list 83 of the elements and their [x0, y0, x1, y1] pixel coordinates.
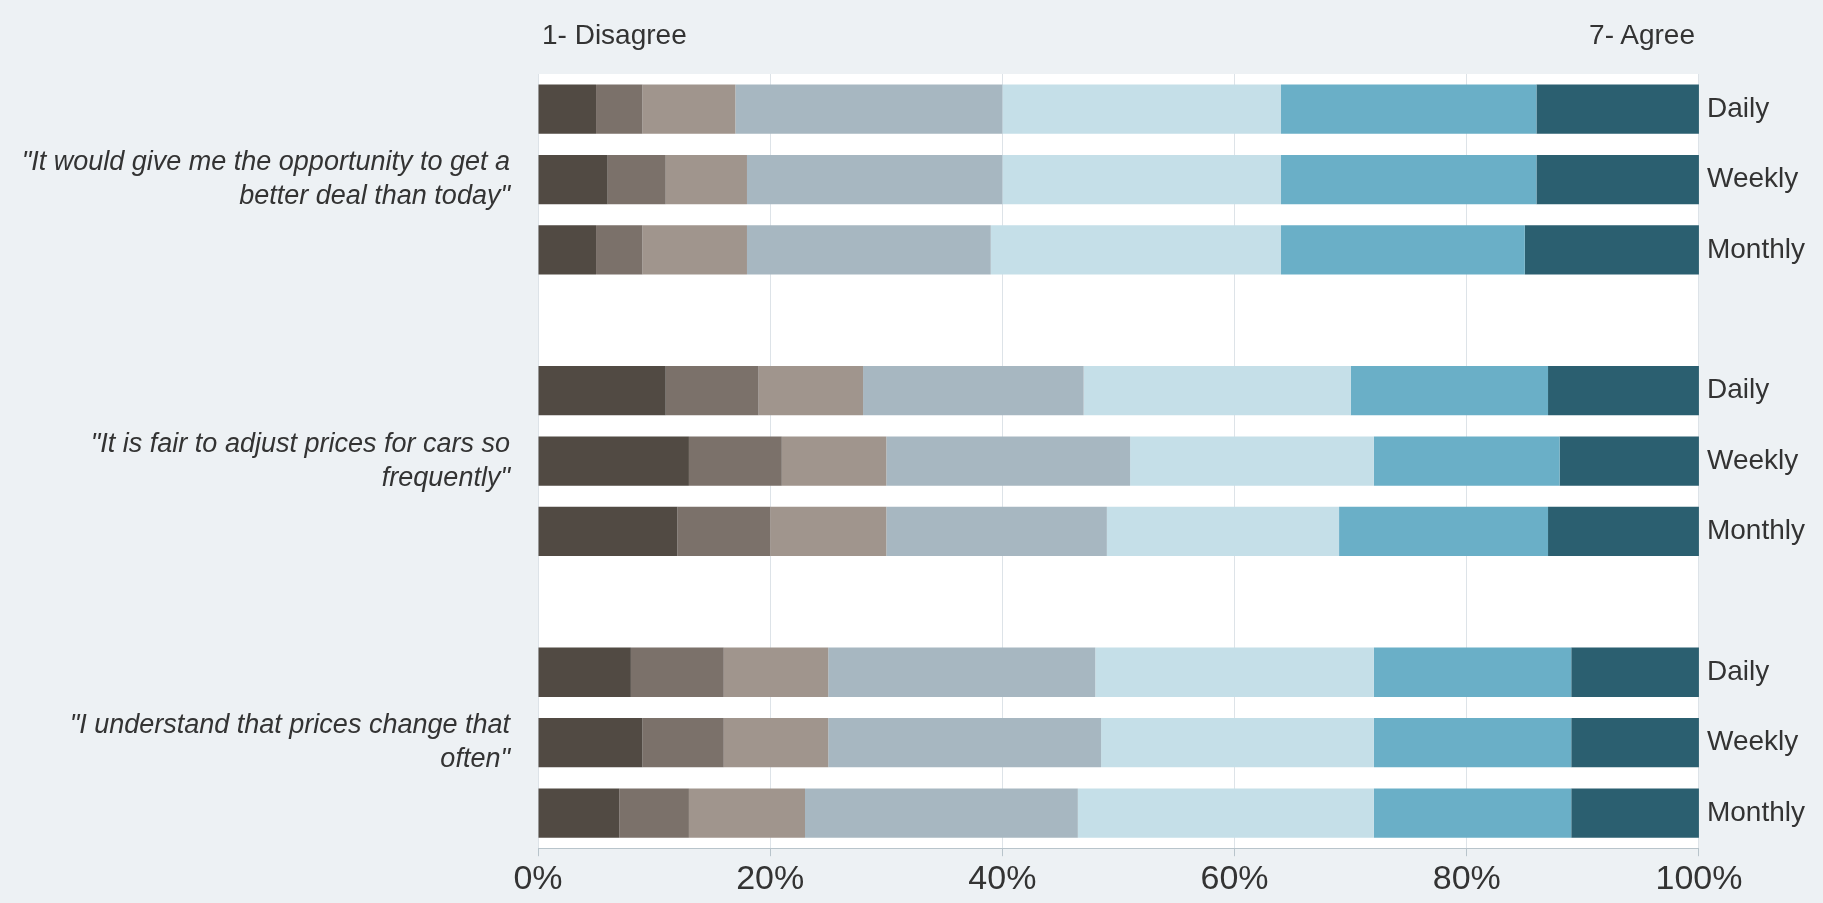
bar: [596, 84, 643, 134]
bar: [665, 366, 759, 416]
bar: [538, 717, 643, 768]
y-tick-label: Monthly: [1706, 232, 1806, 264]
bar: [538, 647, 631, 697]
bar: [886, 436, 1131, 486]
x-tick-label: 60%: [1200, 857, 1269, 896]
x-tick-label: 0%: [513, 857, 563, 896]
x-tick-label: 80%: [1432, 857, 1501, 896]
bar: [781, 436, 887, 486]
bar: [1281, 84, 1537, 134]
bar: [1130, 436, 1374, 486]
bar: [1571, 647, 1699, 697]
bar: [1106, 506, 1340, 557]
bar: [596, 225, 643, 275]
x-tick-label: 40%: [968, 857, 1037, 896]
bar: [1524, 225, 1699, 275]
bar: [1548, 366, 1699, 416]
bar: [1571, 788, 1699, 838]
y-tick-label: Daily: [1706, 373, 1770, 405]
bar: [538, 225, 597, 275]
bar: [642, 225, 747, 275]
bar: [538, 366, 666, 416]
bar: [1101, 717, 1374, 768]
text: "It would give me the opportunity to get a better deal than today": [21, 146, 512, 211]
text: "It is fair to adjust prices for cars so frequently": [90, 427, 512, 492]
bar: [1095, 647, 1374, 697]
y-tick-label: Monthly: [1706, 795, 1806, 827]
bar: [828, 647, 1096, 697]
bar: [688, 788, 806, 838]
bar: [1083, 366, 1351, 416]
bar: [1281, 225, 1525, 275]
y-tick-label: Monthly: [1706, 514, 1806, 546]
bar: [538, 436, 689, 486]
y-tick-label: Daily: [1706, 654, 1770, 686]
bar: [746, 154, 1003, 205]
bar: [1002, 84, 1282, 134]
bar: [758, 366, 864, 416]
bar: [538, 84, 597, 134]
bar: [1548, 506, 1699, 557]
bar: [723, 647, 829, 697]
bar: [770, 506, 887, 557]
bar: [1281, 154, 1537, 205]
bar: [1373, 717, 1572, 768]
bar: [735, 84, 1003, 134]
bar: [863, 366, 1084, 416]
bar: [1077, 788, 1374, 838]
bar: [1373, 436, 1560, 486]
bar: [990, 225, 1282, 275]
y-tick-label: Weekly: [1706, 162, 1799, 194]
y-tick-label: Weekly: [1706, 725, 1799, 757]
bar: [677, 506, 771, 557]
bar: [828, 717, 1102, 768]
bar: [688, 436, 782, 486]
bar: [642, 84, 736, 134]
y-tick-label: Daily: [1706, 91, 1770, 123]
bar: [538, 154, 608, 205]
bar: [1571, 717, 1699, 768]
bar: [1536, 84, 1699, 134]
bar: [1559, 436, 1699, 486]
x-tick-label: 20%: [736, 857, 805, 896]
bar: [665, 154, 747, 205]
bar: [607, 154, 666, 205]
bar: [723, 717, 829, 768]
bar: [642, 717, 724, 768]
bar: [1350, 366, 1549, 416]
bar: [1002, 154, 1282, 205]
bar: [886, 506, 1107, 557]
text: 1- Disagree: [542, 18, 687, 50]
bar: [619, 788, 689, 838]
bar: [538, 506, 678, 557]
bar: [1373, 788, 1572, 838]
bar: [630, 647, 724, 697]
text: 7- Agree: [1589, 18, 1695, 50]
x-tick-label: 100%: [1655, 857, 1743, 896]
bar: [746, 225, 991, 275]
text: "I understand that prices change that often": [69, 709, 512, 774]
bar: [1339, 506, 1549, 557]
y-tick-label: Weekly: [1706, 443, 1799, 475]
bar: [538, 788, 620, 838]
bar: [805, 788, 1078, 838]
bar: [1536, 154, 1699, 205]
bar: [1373, 647, 1572, 697]
